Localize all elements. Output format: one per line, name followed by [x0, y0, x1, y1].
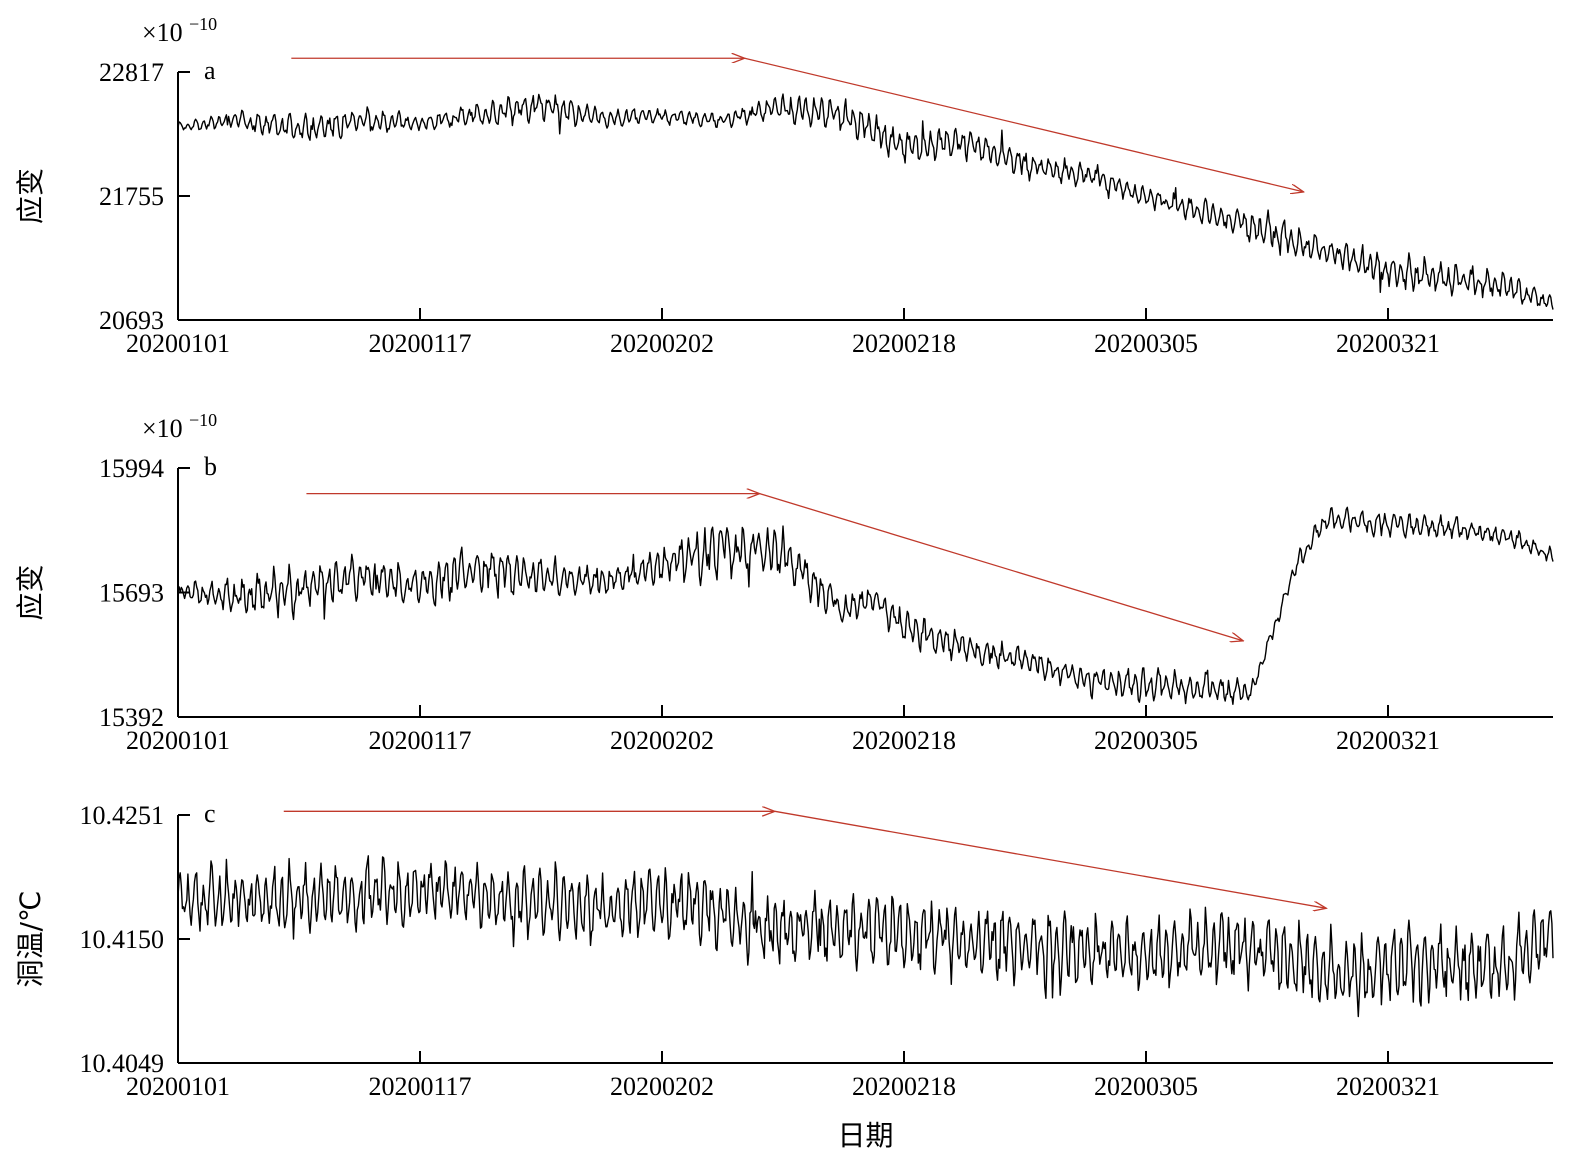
panel-letter: a — [204, 56, 216, 85]
data-series-line — [177, 855, 1554, 1018]
x-tick-label: 20200202 — [610, 726, 714, 755]
multiplier-exponent: −10 — [189, 14, 217, 34]
x-tick-label: 20200117 — [368, 726, 471, 755]
trend-arrow — [774, 810, 1327, 908]
y-tick-label: 10.4150 — [80, 925, 165, 954]
y-axis-label: 应变 — [14, 564, 47, 620]
multiplier-exponent: −10 — [189, 410, 217, 430]
y-tick-label: 15693 — [99, 579, 164, 608]
y-tick-label: 10.4251 — [80, 801, 165, 830]
y-tick-label: 15994 — [99, 454, 164, 483]
data-series-line — [177, 93, 1554, 310]
panel-letter: b — [204, 452, 217, 481]
x-axis-label: 日期 — [837, 1119, 893, 1152]
x-tick-label: 20200321 — [1336, 1072, 1440, 1101]
x-tick-label: 20200101 — [126, 1072, 230, 1101]
x-tick-label: 20200305 — [1094, 1072, 1198, 1101]
x-tick-label: 20200202 — [610, 1072, 714, 1101]
x-tick-label: 20200218 — [852, 1072, 956, 1101]
multiplier-label: ×10 — [142, 414, 183, 443]
x-tick-label: 20200218 — [852, 726, 956, 755]
multiplier-label: ×10 — [142, 18, 183, 47]
x-tick-label: 20200321 — [1336, 329, 1440, 358]
y-tick-label: 15392 — [99, 703, 164, 732]
x-tick-label: 20200305 — [1094, 329, 1198, 358]
trend-arrow — [759, 493, 1244, 641]
x-tick-label: 20200101 — [126, 726, 230, 755]
x-tick-label: 20200321 — [1336, 726, 1440, 755]
data-series-line — [177, 506, 1554, 705]
y-axis-label: 应变 — [14, 168, 47, 224]
x-tick-label: 20200117 — [368, 329, 471, 358]
x-tick-label: 20200218 — [852, 329, 956, 358]
x-tick-label: 20200101 — [126, 329, 230, 358]
y-tick-label: 20693 — [99, 306, 164, 335]
x-tick-label: 20200117 — [368, 1072, 471, 1101]
x-tick-label: 20200305 — [1094, 726, 1198, 755]
y-tick-label: 10.4049 — [80, 1049, 165, 1078]
x-tick-label: 20200202 — [610, 329, 714, 358]
y-axis-label: 洞温/℃ — [14, 891, 47, 988]
panel-letter: c — [204, 799, 216, 828]
y-tick-label: 22817 — [99, 58, 164, 87]
trend-arrow — [744, 57, 1304, 192]
y-tick-label: 21755 — [99, 182, 164, 211]
